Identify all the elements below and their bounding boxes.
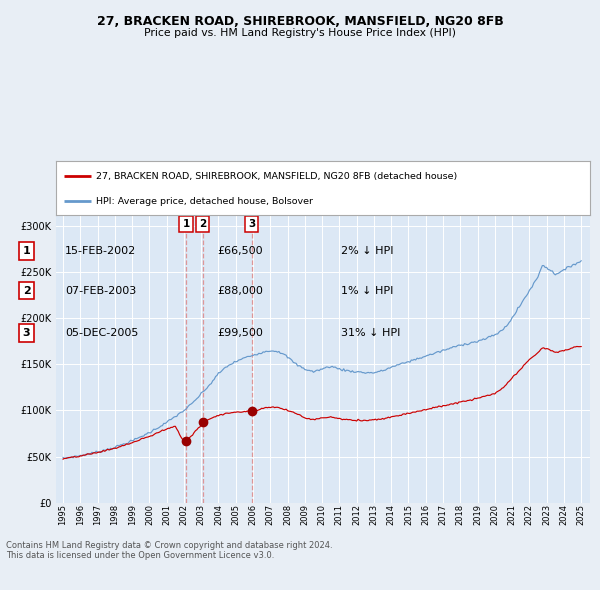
Text: 05-DEC-2005: 05-DEC-2005 — [65, 328, 138, 338]
Text: 1% ↓ HPI: 1% ↓ HPI — [341, 286, 394, 296]
Text: 3: 3 — [248, 219, 255, 229]
Text: HPI: Average price, detached house, Bolsover: HPI: Average price, detached house, Bols… — [96, 196, 313, 206]
Text: 2: 2 — [23, 286, 31, 296]
Text: 2: 2 — [199, 219, 206, 229]
Text: This data is licensed under the Open Government Licence v3.0.: This data is licensed under the Open Gov… — [6, 552, 274, 560]
Text: 07-FEB-2003: 07-FEB-2003 — [65, 286, 136, 296]
Text: £88,000: £88,000 — [218, 286, 263, 296]
Text: 27, BRACKEN ROAD, SHIREBROOK, MANSFIELD, NG20 8FB (detached house): 27, BRACKEN ROAD, SHIREBROOK, MANSFIELD,… — [96, 172, 457, 181]
Text: Contains HM Land Registry data © Crown copyright and database right 2024.: Contains HM Land Registry data © Crown c… — [6, 541, 332, 550]
Text: 3: 3 — [23, 328, 31, 338]
Text: 15-FEB-2002: 15-FEB-2002 — [65, 246, 136, 255]
Text: 31% ↓ HPI: 31% ↓ HPI — [341, 328, 401, 338]
Text: 1: 1 — [23, 246, 31, 255]
Text: £66,500: £66,500 — [218, 246, 263, 255]
Text: 1: 1 — [182, 219, 190, 229]
Text: 2% ↓ HPI: 2% ↓ HPI — [341, 246, 394, 255]
Text: £99,500: £99,500 — [218, 328, 263, 338]
Text: Price paid vs. HM Land Registry's House Price Index (HPI): Price paid vs. HM Land Registry's House … — [144, 28, 456, 38]
Text: 27, BRACKEN ROAD, SHIREBROOK, MANSFIELD, NG20 8FB: 27, BRACKEN ROAD, SHIREBROOK, MANSFIELD,… — [97, 15, 503, 28]
